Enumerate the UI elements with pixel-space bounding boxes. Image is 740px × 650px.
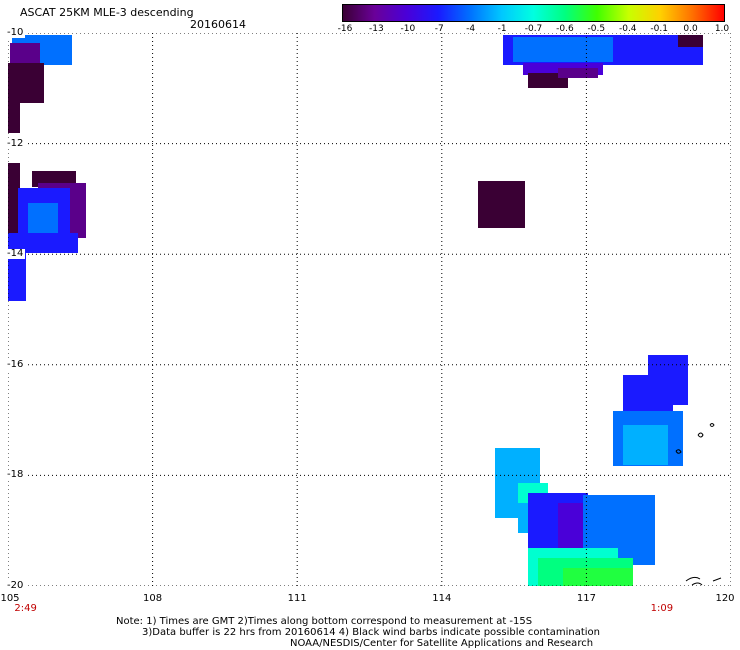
latitude-label: -12 <box>7 137 26 149</box>
data-patch <box>513 37 613 62</box>
colorbar-tick-label: -0.6 <box>556 24 574 34</box>
latitude-label: -10 <box>7 27 26 38</box>
colorbar-tick-label: -4 <box>466 24 476 34</box>
chart-title: ASCAT 25KM MLE-3 descending <box>20 6 194 19</box>
data-patch <box>563 568 633 588</box>
pass-time-label: 1:09 <box>650 603 674 614</box>
note-line-2: 3)Data buffer is 22 hrs from 20160614 4)… <box>142 627 600 638</box>
longitude-label: 111 <box>287 593 307 604</box>
longitude-label: 114 <box>432 593 452 604</box>
colorbar-tick-label: 0.0 <box>683 24 698 34</box>
latitude-label: -20 <box>7 580 26 591</box>
longitude-label: 117 <box>576 593 596 604</box>
data-patch <box>478 181 525 228</box>
data-patch <box>8 83 20 133</box>
map-svg <box>7 32 732 588</box>
chart-date: 20160614 <box>190 18 246 31</box>
data-patch <box>678 35 703 47</box>
colorbar-tick-label: -7 <box>434 24 444 34</box>
colorbar-tick-label: -16 <box>337 24 353 34</box>
longitude-label: 105 <box>0 593 20 604</box>
data-patch <box>8 163 20 233</box>
pass-time-label: 2:49 <box>14 603 37 614</box>
latitude-label: -14 <box>7 248 26 260</box>
coastline-outline <box>709 423 715 427</box>
map-plot <box>7 32 732 588</box>
colorbar-tick-label: -0.1 <box>650 24 668 34</box>
note-line-1: Note: 1) Times are GMT 2)Times along bot… <box>116 616 533 627</box>
colorbar-tick-label: -0.5 <box>587 24 606 34</box>
colorbar-tick-label: 1.0 <box>714 24 730 34</box>
latitude-label: -18 <box>7 469 26 481</box>
note-line-3: NOAA/NESDIS/Center for Satellite Applica… <box>290 638 594 649</box>
coastline-outline <box>697 432 704 438</box>
colorbar-tick-label: -1 <box>497 24 507 34</box>
longitude-label: 120 <box>715 593 735 604</box>
coastline-outline <box>685 576 703 586</box>
data-patch <box>8 233 78 253</box>
data-patch <box>8 253 26 301</box>
colorbar-tick-label: -0.4 <box>618 24 637 34</box>
data-patch <box>623 425 668 465</box>
colorbar-tick-label: -10 <box>400 24 416 34</box>
colorbar-tick-label: -0.7 <box>524 24 543 34</box>
longitude-label: 108 <box>143 593 163 604</box>
coastline-outline <box>712 577 722 582</box>
colorbar <box>342 4 725 22</box>
data-patch <box>495 498 525 518</box>
colorbar-tick-label: -13 <box>369 24 384 34</box>
latitude-label: -16 <box>7 358 26 370</box>
coastline-outline <box>675 449 682 454</box>
data-patch <box>558 68 598 78</box>
